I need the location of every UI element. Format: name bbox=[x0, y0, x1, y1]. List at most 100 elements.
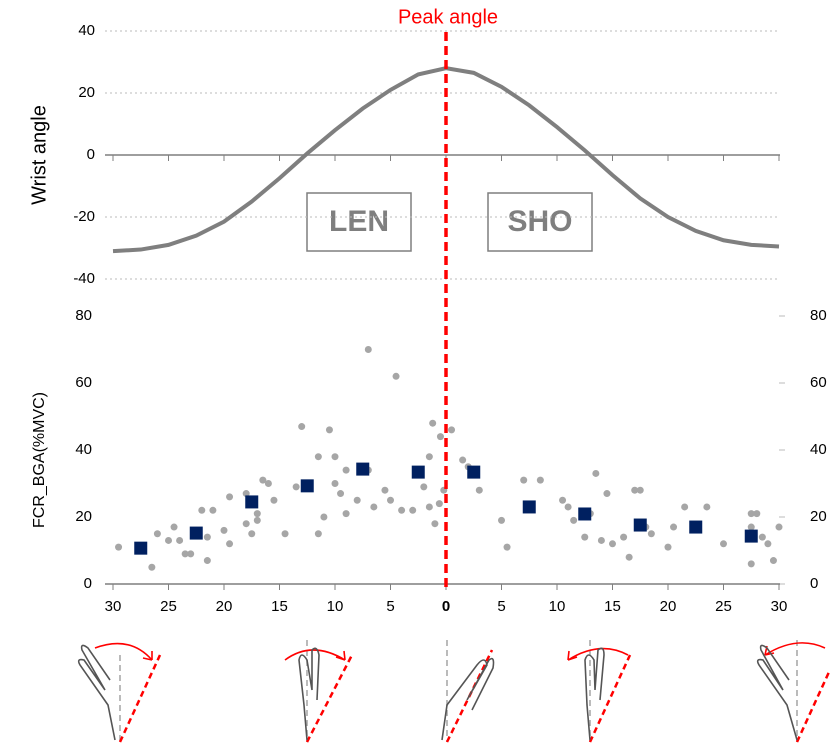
y-tick-label: 0 bbox=[84, 575, 92, 592]
mean-marker bbox=[189, 526, 203, 540]
scatter-point bbox=[170, 523, 178, 531]
scatter-point bbox=[536, 476, 544, 484]
scatter-point bbox=[153, 530, 161, 538]
scatter-point bbox=[176, 536, 184, 544]
scatter-point bbox=[429, 419, 437, 427]
y-tick-label: -40 bbox=[73, 270, 95, 287]
x-tick-label: 5 bbox=[497, 598, 505, 615]
scatter-point bbox=[220, 526, 228, 534]
scatter-point bbox=[498, 516, 505, 524]
scatter-point bbox=[609, 540, 616, 548]
y-tick-label: 0 bbox=[87, 146, 95, 163]
annotation-box bbox=[487, 192, 593, 252]
scatter-point bbox=[420, 483, 428, 491]
y-tick-label: 80 bbox=[75, 307, 92, 324]
y-tick-label: 40 bbox=[78, 22, 95, 39]
scatter-point bbox=[503, 543, 511, 551]
scatter-point bbox=[603, 490, 611, 498]
hand-illustrations bbox=[77, 640, 831, 743]
scatter-point bbox=[226, 540, 234, 548]
scatter-point bbox=[592, 469, 600, 477]
x-tick-label: 20 bbox=[660, 598, 677, 615]
x-tick-label: 25 bbox=[160, 598, 177, 615]
y-tick-label: 20 bbox=[75, 508, 92, 525]
y-tick-label: -20 bbox=[73, 208, 95, 225]
scatter-point bbox=[264, 480, 272, 487]
x-tick-label: 15 bbox=[271, 598, 288, 615]
scatter-point bbox=[148, 563, 156, 571]
scatter-point bbox=[165, 536, 172, 544]
hand bbox=[441, 640, 495, 743]
y2-tick-label: 80 bbox=[810, 307, 827, 324]
scatter-point bbox=[209, 506, 217, 514]
x-tick-label: 20 bbox=[216, 598, 233, 615]
scatter-point bbox=[436, 433, 444, 441]
mean-marker bbox=[467, 465, 481, 479]
scatter-point bbox=[370, 503, 378, 511]
scatter-point bbox=[475, 486, 483, 494]
scatter-point bbox=[448, 426, 456, 434]
y2-tick-label: 60 bbox=[810, 374, 827, 391]
mean-marker bbox=[522, 500, 536, 514]
scatter-point bbox=[564, 503, 572, 511]
scatter-point bbox=[253, 510, 261, 518]
scatter-point bbox=[425, 453, 433, 461]
mean-marker bbox=[744, 529, 758, 543]
y2-tick-label: 0 bbox=[810, 575, 818, 592]
scatter-point bbox=[381, 486, 389, 494]
scatter-point bbox=[331, 480, 339, 487]
scatter-point bbox=[242, 520, 250, 528]
scatter-point bbox=[242, 490, 250, 498]
hand bbox=[77, 642, 162, 743]
scatter-point bbox=[198, 506, 206, 514]
scatter-point bbox=[409, 506, 417, 514]
x-tick-label: 10 bbox=[549, 598, 566, 615]
mean-marker bbox=[578, 507, 592, 521]
scatter-point bbox=[364, 346, 372, 353]
scatter-point bbox=[764, 540, 772, 548]
scatter-point bbox=[253, 516, 261, 524]
scatter-point bbox=[387, 496, 394, 504]
scatter-point bbox=[769, 557, 777, 565]
scatter-point bbox=[342, 510, 350, 518]
scatter-point bbox=[559, 496, 567, 504]
mean-marker bbox=[300, 479, 314, 493]
mean-marker bbox=[245, 495, 259, 509]
scatter-point bbox=[720, 540, 727, 548]
scatter-point bbox=[625, 553, 633, 561]
scatter-point bbox=[747, 510, 755, 518]
annotation: Peak angle bbox=[398, 6, 498, 28]
scatter-point bbox=[203, 533, 211, 541]
x-tick-label: 30 bbox=[105, 598, 122, 615]
x-tick-label: 10 bbox=[327, 598, 344, 615]
mean-marker bbox=[633, 518, 647, 532]
hand bbox=[756, 640, 831, 743]
scatter-point bbox=[631, 486, 639, 494]
scatter-point bbox=[115, 543, 123, 551]
y-tick-label: 20 bbox=[78, 84, 95, 101]
y2-tick-label: 40 bbox=[810, 441, 827, 458]
scatter-point bbox=[747, 523, 755, 531]
scatter-point bbox=[226, 493, 234, 501]
mean-marker bbox=[356, 462, 370, 476]
scatter-point bbox=[636, 486, 644, 494]
scatter-point bbox=[270, 496, 278, 504]
mean-marker bbox=[689, 520, 703, 534]
annotation-box bbox=[306, 192, 412, 252]
x-tick-label: 5 bbox=[386, 598, 394, 615]
mean-marker bbox=[134, 541, 148, 555]
scatter-point bbox=[431, 520, 439, 528]
scatter-point bbox=[342, 466, 350, 474]
scatter-point bbox=[398, 506, 406, 514]
scatter-point bbox=[703, 503, 711, 511]
y2-tick-label: 20 bbox=[810, 508, 827, 525]
scatter-point bbox=[753, 510, 761, 518]
scatter-point bbox=[570, 516, 578, 524]
scatter-point bbox=[203, 557, 211, 565]
hand bbox=[567, 640, 632, 743]
scatter-point bbox=[681, 503, 689, 511]
y-axis-label: FCR_BGA(%MVC) bbox=[31, 392, 48, 528]
x-tick-label: 0 bbox=[442, 598, 450, 615]
scatter-point bbox=[331, 453, 339, 461]
